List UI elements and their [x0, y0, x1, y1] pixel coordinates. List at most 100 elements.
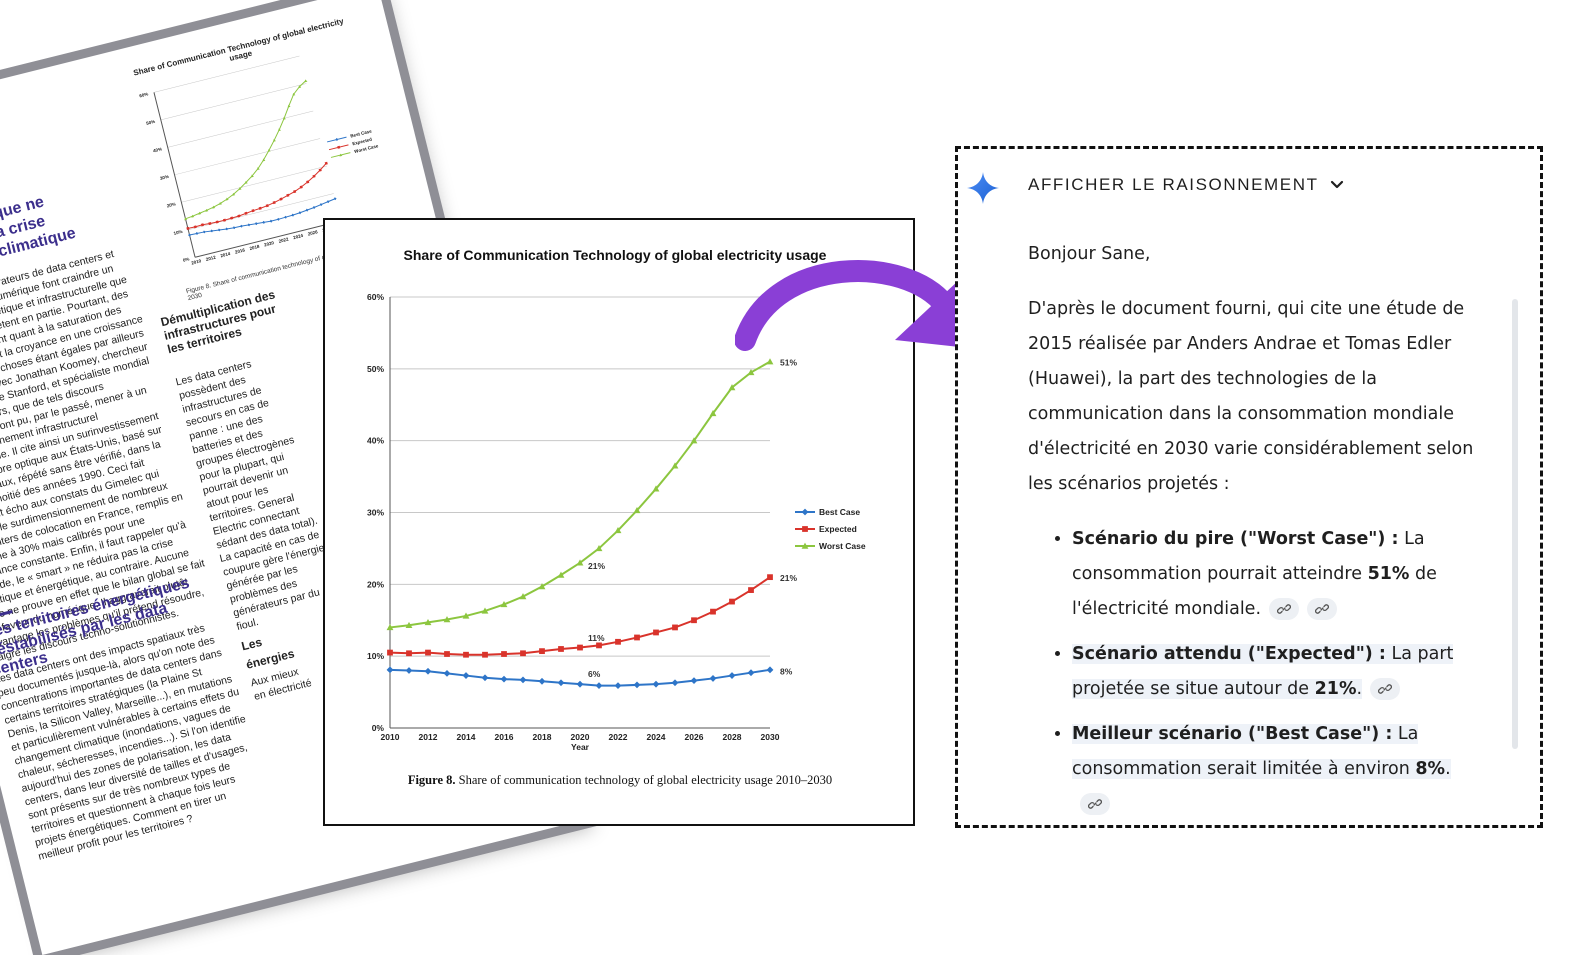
figure-caption-label: Figure 8. — [407, 773, 456, 787]
data-point — [443, 670, 451, 677]
scenario-value: 8% — [1415, 759, 1446, 779]
data-point — [286, 193, 290, 197]
data-point — [272, 200, 276, 205]
data-point — [195, 232, 199, 235]
data-point — [406, 650, 412, 657]
data-point — [710, 608, 716, 615]
data-point — [304, 79, 308, 83]
data-point — [292, 92, 296, 96]
data-point — [766, 666, 774, 674]
data-point — [225, 197, 229, 201]
data-point — [184, 217, 188, 221]
data-point — [633, 506, 641, 514]
data-point — [519, 676, 527, 684]
data-point — [312, 174, 316, 178]
data-point — [254, 222, 258, 226]
data-point — [728, 672, 736, 679]
data-point — [333, 197, 337, 201]
data-point — [614, 527, 622, 534]
link-icon — [1314, 604, 1330, 614]
data-point — [386, 624, 394, 631]
legend-label: Expected — [352, 137, 373, 147]
chevron-down-icon — [1330, 180, 1343, 189]
scrollbar[interactable] — [1512, 299, 1518, 749]
data-label: 21% — [588, 561, 605, 571]
data-point — [326, 200, 330, 204]
data-point — [188, 233, 192, 237]
data-point — [293, 190, 297, 194]
data-point — [324, 161, 328, 165]
data-point — [244, 211, 248, 215]
data-point — [634, 634, 640, 641]
data-point — [222, 218, 227, 222]
data-point — [519, 593, 527, 600]
y-tick-label: 50% — [146, 119, 156, 126]
data-point — [319, 203, 323, 207]
x-tick-label: 2022 — [278, 236, 289, 243]
data-point — [262, 220, 266, 224]
data-point — [282, 116, 286, 120]
data-point — [237, 214, 241, 218]
data-point — [202, 230, 206, 234]
data-point — [225, 227, 229, 231]
series-line — [185, 80, 307, 220]
data-point — [767, 574, 773, 581]
legend-label: Worst Case — [354, 143, 380, 154]
data-point — [444, 651, 450, 657]
show-reasoning-button[interactable]: AFFICHER LE RAISONNEMENT — [1028, 175, 1345, 195]
data-point — [210, 229, 214, 233]
source-link-button[interactable] — [1370, 678, 1401, 700]
x-tick-label: 2010 — [191, 258, 202, 265]
x-tick-label: 2030 — [761, 732, 780, 742]
mini-chart: 0% 10% 20% 30% 40% 50% 60% 2010 2012 2014 2016 2018… — [139, 55, 380, 266]
series-line — [389, 576, 771, 656]
y-tick-label: 0% — [372, 723, 385, 733]
data-point — [481, 607, 489, 614]
data-point — [424, 667, 432, 675]
data-point — [269, 219, 273, 223]
source-link-button[interactable] — [1307, 598, 1338, 620]
data-point — [212, 205, 216, 209]
data-point — [299, 185, 303, 189]
scenario-value: 51% — [1367, 564, 1410, 584]
scenario-text: La consommation pourrait atteindre — [1072, 529, 1425, 584]
scenario-value: 21% — [1314, 679, 1357, 699]
x-tick-label: 2020 — [571, 732, 590, 742]
data-point — [205, 208, 209, 212]
data-point — [481, 674, 489, 682]
data-point — [690, 677, 698, 684]
data-point — [462, 672, 470, 679]
x-tick-label: 2010 — [381, 732, 400, 742]
data-point — [501, 651, 507, 657]
data-point — [709, 409, 717, 417]
data-point — [653, 629, 659, 636]
grid-line — [153, 55, 300, 93]
scenario-label: Meilleur scénario ("Best Case") : — [1072, 724, 1393, 744]
data-point — [652, 680, 660, 688]
data-point — [443, 616, 451, 623]
grid-line — [160, 83, 307, 121]
data-point — [463, 651, 469, 658]
data-point — [215, 220, 219, 224]
data-point — [305, 208, 309, 212]
data-point — [558, 646, 564, 652]
y-tick-label: 20% — [166, 201, 176, 208]
data-point — [238, 187, 242, 191]
grid-line — [167, 110, 314, 148]
data-point — [251, 209, 255, 213]
data-point — [258, 206, 262, 210]
data-label: 8% — [780, 667, 793, 677]
scenario-text: . — [1356, 679, 1363, 699]
x-axis — [194, 220, 341, 258]
data-point — [278, 128, 281, 132]
source-link-button[interactable] — [1269, 598, 1300, 620]
data-point — [500, 675, 508, 683]
data-point — [272, 138, 276, 142]
source-link-button[interactable] — [1080, 793, 1110, 815]
x-tick-label: 2028 — [723, 732, 742, 742]
data-point — [284, 215, 288, 219]
data-point — [232, 226, 236, 230]
figure-panel: Share of Communication Technology of glo… — [323, 218, 915, 826]
x-tick-label: 2022 — [609, 732, 628, 742]
data-point — [208, 221, 212, 226]
